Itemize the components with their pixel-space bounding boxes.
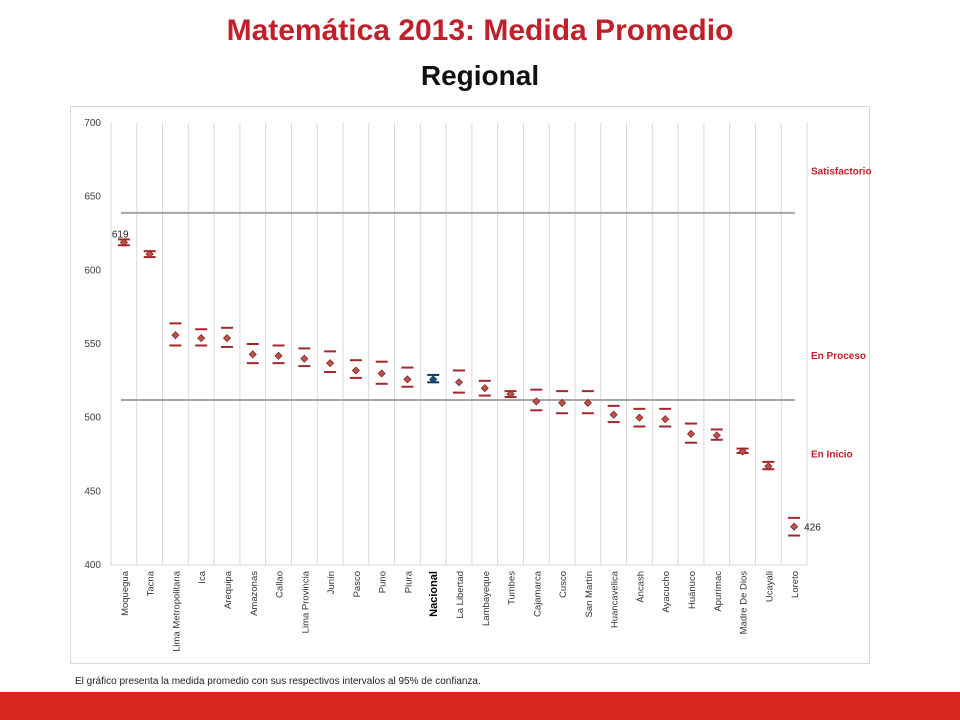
x-tick-label: Tacna	[146, 570, 157, 596]
mean-marker	[686, 429, 696, 438]
mean-marker	[532, 397, 541, 406]
chart-footnote: El gráfico presenta la medida promedio c…	[75, 676, 481, 687]
x-tick-label: Amazonas	[249, 571, 260, 616]
mean-marker	[403, 375, 412, 384]
x-tick-label: Lima Provincia	[300, 570, 311, 633]
x-tick-label: Cajamarca	[532, 570, 543, 617]
mean-marker	[583, 398, 592, 407]
mean-marker	[506, 390, 515, 399]
mean-score-chart: 400 450 500 550 600 650 700 Satisfactorio En Pro…	[84, 118, 871, 652]
data-label: 619	[112, 229, 129, 240]
mean-marker	[248, 350, 257, 359]
mean-marker	[326, 359, 335, 368]
mean-marker	[300, 354, 309, 363]
mean-marker	[738, 447, 747, 456]
x-tick-label: Ucayali	[764, 571, 775, 602]
y-tick-label: 650	[84, 192, 101, 203]
mean-marker	[635, 413, 644, 422]
y-tick-label: 700	[84, 118, 101, 129]
x-tick-label: Arequipa	[223, 570, 234, 609]
x-tick-label: Nacional	[428, 571, 440, 617]
mean-marker	[609, 410, 618, 419]
x-tick-label: Piura	[403, 570, 414, 593]
mean-marker	[171, 331, 180, 340]
mean-marker	[197, 334, 206, 343]
mean-marker	[119, 238, 128, 247]
mean-marker	[790, 522, 799, 531]
slide-title: Matemática 2013: Medida Promedio	[226, 14, 734, 47]
x-tick-label: Apurímac	[713, 571, 724, 612]
y-tick-label: 400	[84, 560, 101, 571]
x-tick-label: Huancavelica	[610, 570, 621, 628]
mean-marker	[764, 462, 773, 471]
x-tick-label: San Martín	[584, 571, 595, 617]
y-tick-label: 450	[84, 486, 101, 497]
y-tick-label: 550	[84, 339, 101, 350]
mean-marker	[480, 384, 489, 393]
mean-marker	[558, 398, 567, 407]
mean-marker	[429, 375, 438, 384]
mean-marker	[351, 366, 360, 375]
x-tick-label: Tumbes	[507, 571, 518, 605]
footer-bar	[0, 692, 960, 720]
x-tick-label: Pasco	[352, 571, 363, 597]
x-tick-label: La Libertad	[455, 571, 466, 619]
y-tick-label: 600	[84, 265, 101, 276]
mean-marker	[454, 378, 464, 387]
mean-marker	[222, 334, 232, 343]
x-tick-label: Loreto	[790, 571, 801, 598]
band-label: En Inicio	[811, 450, 853, 461]
x-tick-label: Lima Metropolitana	[171, 570, 182, 652]
mean-marker	[274, 351, 283, 360]
data-label: 426	[804, 523, 821, 534]
band-label: En Proceso	[811, 351, 866, 362]
x-tick-label: Puno	[378, 571, 389, 593]
x-tick-label: Huánuco	[687, 571, 698, 609]
x-tick-label: Áncash	[635, 571, 646, 603]
x-tick-label: Madre De Dios	[739, 571, 750, 635]
mean-marker	[712, 431, 721, 440]
x-tick-label: Junín	[326, 571, 337, 594]
band-label: Satisfactorio	[811, 167, 871, 178]
x-tick-label: Ayacucho	[661, 571, 672, 613]
x-tick-label: Callao	[275, 571, 286, 598]
y-tick-label: 500	[84, 413, 101, 424]
x-tick-label: Lambayeque	[481, 571, 492, 626]
chart-container: 400 450 500 550 600 650 700 Satisfactorio En Pro…	[70, 106, 871, 664]
x-tick-label: Moquegua	[120, 570, 131, 616]
x-tick-label: Ica	[197, 570, 208, 583]
x-tick-label: Cusco	[558, 571, 569, 598]
slide-subtitle: Regional	[420, 60, 540, 91]
mean-marker	[145, 250, 154, 259]
mean-marker	[661, 415, 670, 424]
mean-marker	[377, 369, 386, 378]
